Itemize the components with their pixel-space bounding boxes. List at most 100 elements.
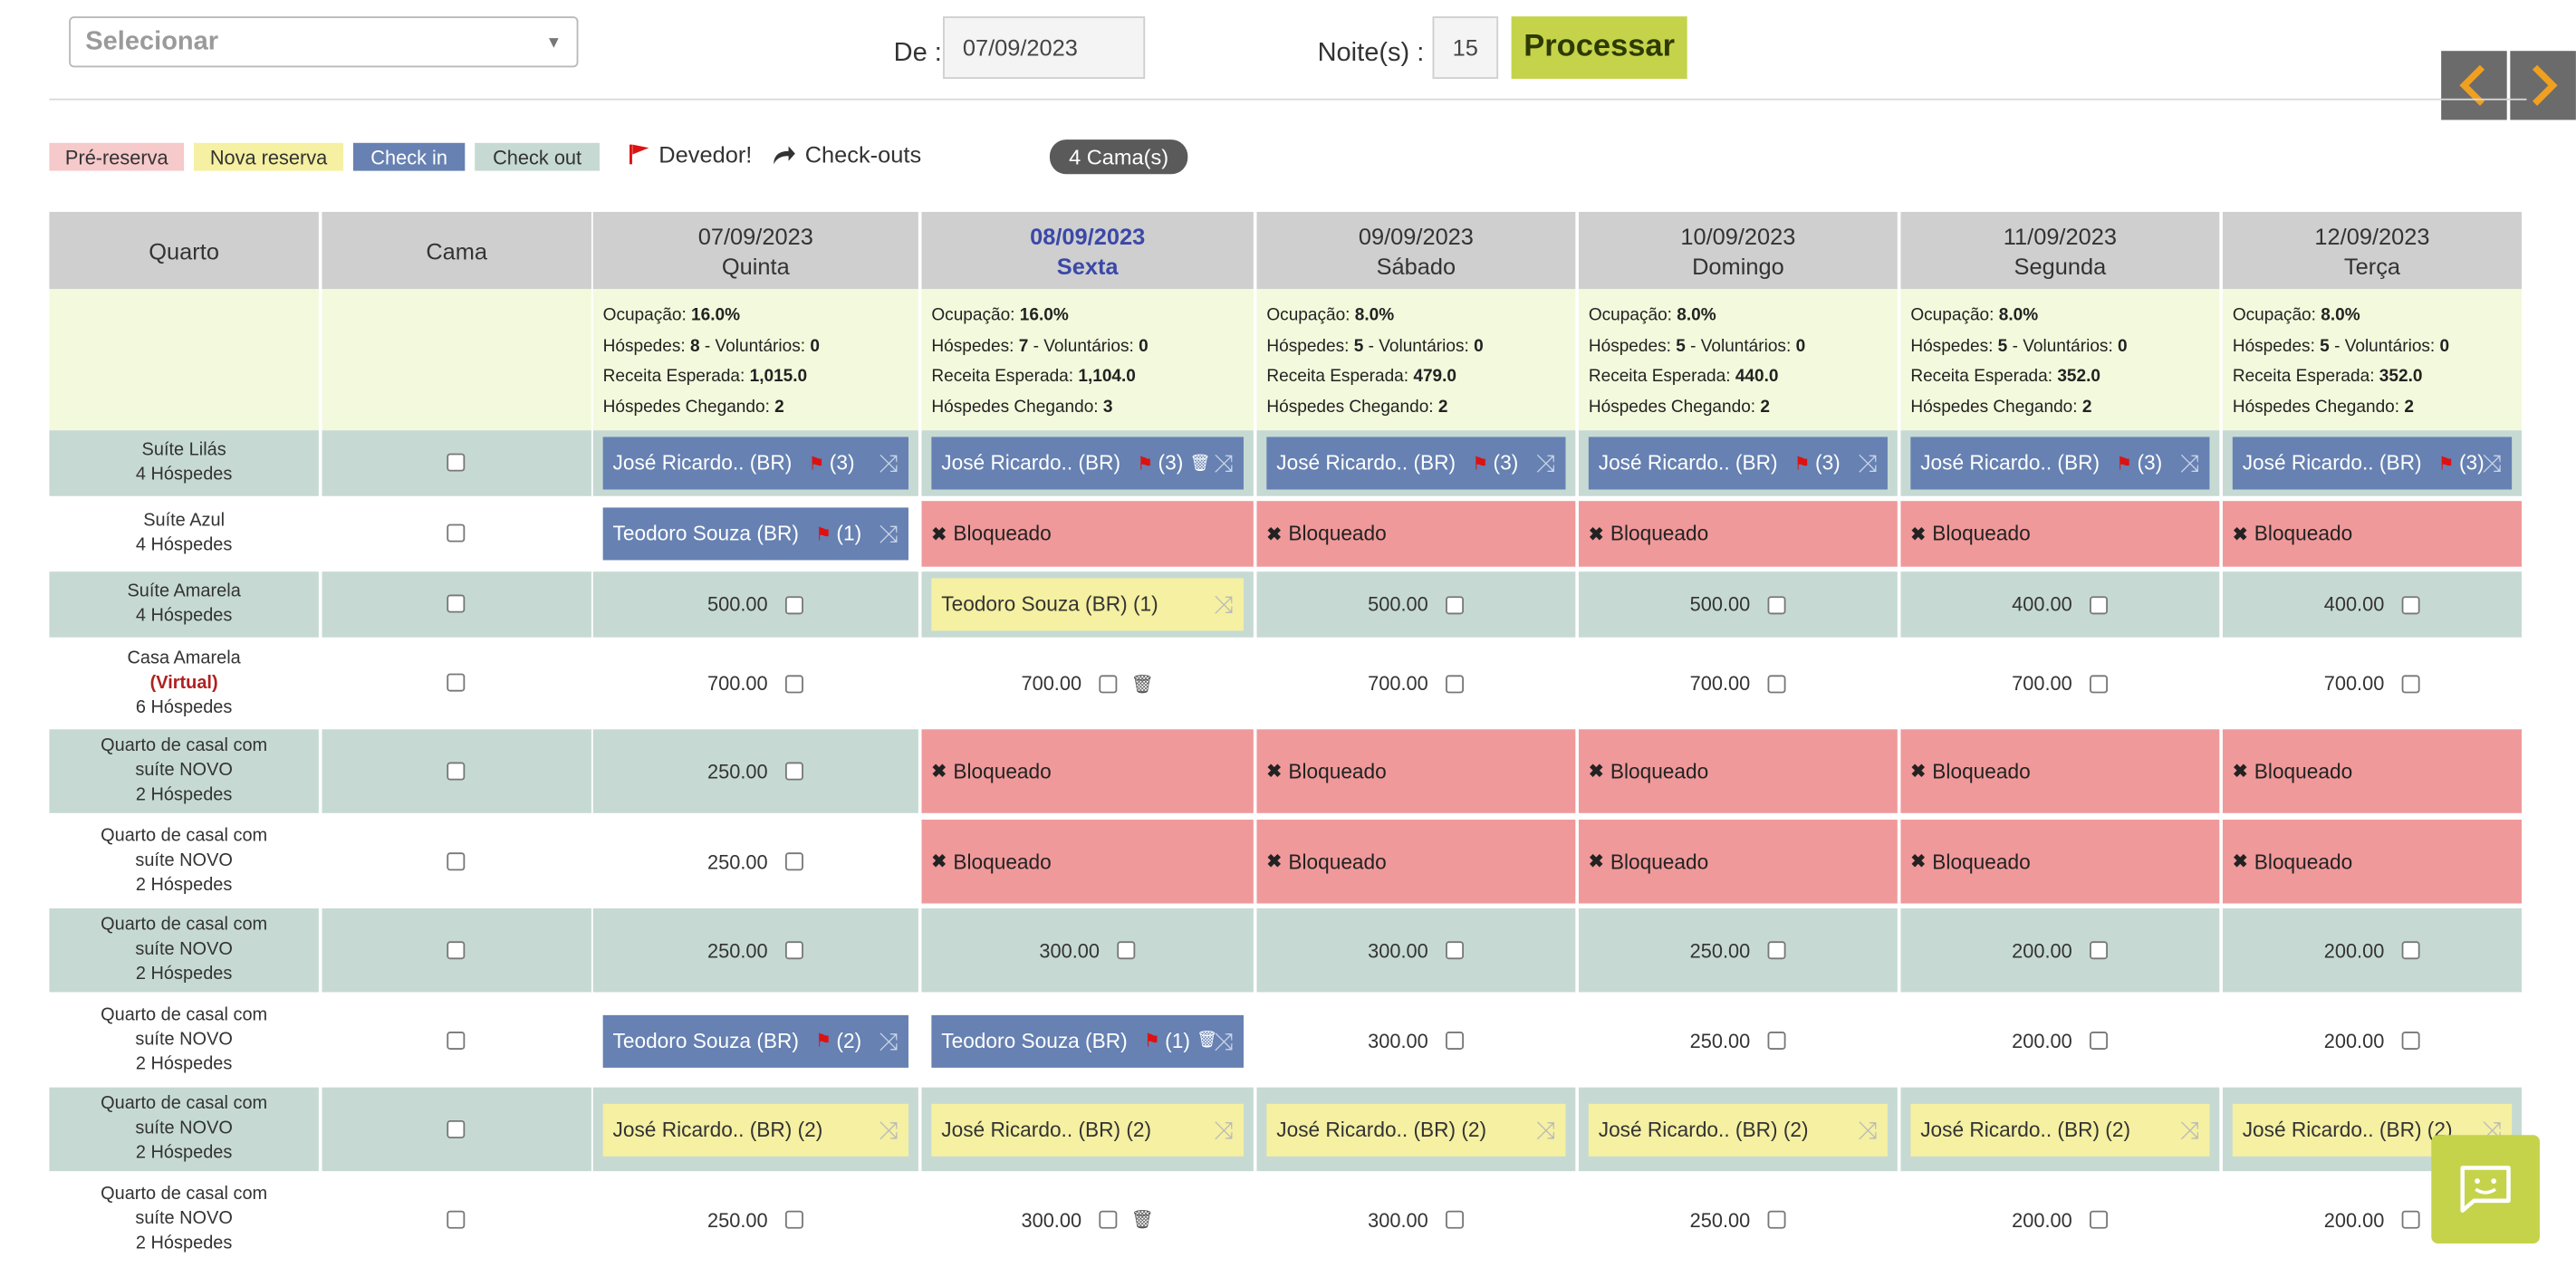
bed-checkbox[interactable] (447, 594, 466, 613)
shuffle-icon[interactable]: ⤨ (2482, 449, 2503, 478)
shuffle-icon[interactable]: ⤨ (1214, 449, 1235, 478)
shuffle-icon[interactable]: ⤨ (2179, 1116, 2200, 1145)
rate-checkbox[interactable] (2090, 674, 2109, 693)
reservation-block[interactable]: José Ricardo.. (BR) ⚑ (3) ⤨ (2232, 437, 2513, 490)
rate-checkbox[interactable] (1100, 674, 1118, 693)
reservation-block[interactable]: José Ricardo.. (BR) ⚑ (3) ⤨ (1588, 437, 1888, 490)
trash-icon[interactable]: 🗑 (1130, 1210, 1154, 1231)
rate-checkbox[interactable] (2402, 1210, 2421, 1229)
reservation-block[interactable]: José Ricardo.. (BR) (2) ⤨ (1588, 1102, 1888, 1156)
reservation-block[interactable]: José Ricardo.. (BR) ⚑ (3) ⤨ (1910, 437, 2210, 490)
next-period-button[interactable] (2510, 51, 2576, 120)
rate-checkbox[interactable] (1446, 941, 1465, 960)
bed-checkbox[interactable] (447, 673, 466, 692)
reservation-guest: José Ricardo.. (BR) (2) (941, 1118, 1152, 1141)
bed-cell (322, 907, 591, 993)
rate-checkbox[interactable] (785, 674, 804, 693)
rate-checkbox[interactable] (2402, 1032, 2421, 1050)
reservation-guest: Teodoro Souza (BR) (612, 522, 799, 546)
reservation-block[interactable]: José Ricardo.. (BR) ⚑ (3) ⤨ (602, 437, 908, 490)
trash-icon[interactable]: 🗑 (1130, 674, 1154, 695)
nights-input[interactable]: 15 (1432, 16, 1499, 80)
shuffle-icon[interactable]: ⤨ (879, 1116, 899, 1145)
previous-period-button[interactable] (2441, 51, 2507, 120)
rate-checkbox[interactable] (1768, 674, 1787, 693)
chat-button[interactable] (2431, 1135, 2540, 1243)
blocked-cell: ✖ Bloqueado (1256, 501, 1576, 567)
rate-checkbox[interactable] (2090, 1032, 2109, 1050)
reservation-block[interactable]: José Ricardo.. (BR) ⚑ (3) 🗑 ⤨ (931, 437, 1244, 490)
rate-checkbox[interactable] (2402, 674, 2421, 693)
reservation-block[interactable]: José Ricardo.. (BR) (2) ⤨ (1910, 1102, 2210, 1156)
bed-checkbox[interactable] (447, 1031, 466, 1050)
rate-checkbox[interactable] (1100, 1210, 1118, 1229)
reservation-block[interactable]: José Ricardo.. (BR) (2) ⤨ (602, 1102, 908, 1156)
room-type-select[interactable]: Selecionar ▼ (69, 16, 579, 68)
blocked-label: Bloqueado (1932, 759, 2031, 783)
rate-checkbox[interactable] (1446, 595, 1465, 614)
rate-checkbox[interactable] (785, 595, 804, 614)
close-icon: ✖ (1588, 762, 1604, 783)
rate-checkbox[interactable] (2090, 595, 2109, 614)
rate-checkbox[interactable] (1768, 1210, 1787, 1229)
close-icon: ✖ (931, 524, 947, 545)
from-date-input[interactable]: 07/09/2023 (943, 16, 1146, 80)
close-icon: ✖ (1266, 852, 1283, 873)
reservation-block[interactable]: Teodoro Souza (BR) ⚑ (1) 🗑 ⤨ (931, 1013, 1244, 1067)
reservation-block[interactable]: Teodoro Souza (BR) ⚑ (1) ⤨ (602, 507, 908, 561)
shuffle-icon[interactable]: ⤨ (879, 520, 899, 549)
shuffle-icon[interactable]: ⤨ (879, 1027, 899, 1056)
reservation-block[interactable]: José Ricardo.. (BR) (2) ⤨ (931, 1102, 1244, 1156)
rate-cell: 300.00 (921, 908, 1253, 992)
bed-checkbox[interactable] (447, 523, 466, 542)
rate-checkbox[interactable] (785, 1210, 804, 1229)
reservation-block[interactable]: Teodoro Souza (BR) (1) ⤨ (931, 578, 1244, 631)
bed-checkbox[interactable] (447, 940, 466, 959)
rate-value: 700.00 (1689, 671, 1751, 696)
rate-checkbox[interactable] (1768, 595, 1787, 614)
shuffle-icon[interactable]: ⤨ (1535, 1116, 1556, 1145)
process-button[interactable]: Processar (1511, 16, 1687, 80)
bed-checkbox[interactable] (447, 1119, 466, 1138)
shuffle-icon[interactable]: ⤨ (1214, 590, 1235, 619)
trash-icon[interactable]: 🗑 (1197, 1032, 1218, 1050)
rate-checkbox[interactable] (2090, 1210, 2109, 1229)
reservation-guest: José Ricardo.. (BR) (2) (1276, 1118, 1487, 1141)
shuffle-icon[interactable]: ⤨ (1858, 1116, 1879, 1145)
rate-checkbox[interactable] (785, 852, 804, 871)
shuffle-icon[interactable]: ⤨ (1214, 1116, 1235, 1145)
checkouts-link[interactable]: Check-outs (772, 141, 921, 168)
rate-checkbox[interactable] (2090, 941, 2109, 960)
day-cell: 200.00 (1900, 1177, 2220, 1262)
bed-checkbox[interactable] (447, 851, 466, 870)
day-weekday: Domingo (1692, 252, 1784, 279)
shuffle-icon[interactable]: ⤨ (879, 449, 899, 478)
shuffle-icon[interactable]: ⤨ (1535, 449, 1556, 478)
reservation-block[interactable]: José Ricardo.. (BR) ⚑ (3) ⤨ (1266, 437, 1566, 490)
rate-checkbox[interactable] (2402, 941, 2421, 960)
shuffle-icon[interactable]: ⤨ (2179, 449, 2200, 478)
rate-checkbox[interactable] (2402, 595, 2421, 614)
rate-checkbox[interactable] (785, 941, 804, 960)
stat-value: 352.0 (2057, 366, 2100, 387)
rate-checkbox[interactable] (1446, 1210, 1465, 1229)
rate-checkbox[interactable] (1446, 1032, 1465, 1050)
rate-checkbox[interactable] (1768, 1032, 1787, 1050)
day-weekday: Quinta (721, 252, 790, 279)
bed-checkbox[interactable] (447, 453, 466, 472)
reservation-block[interactable]: Teodoro Souza (BR) ⚑ (2) ⤨ (602, 1013, 908, 1067)
reservation-count: (3) (2137, 451, 2163, 475)
rate-checkbox[interactable] (1446, 674, 1465, 693)
reservation-count: (1) (836, 522, 862, 546)
reservation-block[interactable]: José Ricardo.. (BR) (2) ⤨ (2232, 1102, 2513, 1156)
rate-checkbox[interactable] (1768, 941, 1787, 960)
reservation-block[interactable]: José Ricardo.. (BR) (2) ⤨ (1266, 1102, 1566, 1156)
bed-checkbox[interactable] (447, 1209, 466, 1228)
trash-icon[interactable]: 🗑 (1189, 454, 1211, 473)
shuffle-icon[interactable]: ⤨ (1858, 449, 1879, 478)
rate-checkbox[interactable] (1117, 941, 1136, 960)
bed-checkbox[interactable] (447, 761, 466, 780)
rate-checkbox[interactable] (785, 762, 804, 781)
shuffle-icon[interactable]: ⤨ (1214, 1027, 1235, 1056)
rate-cell: 300.00 (1256, 1177, 1575, 1261)
